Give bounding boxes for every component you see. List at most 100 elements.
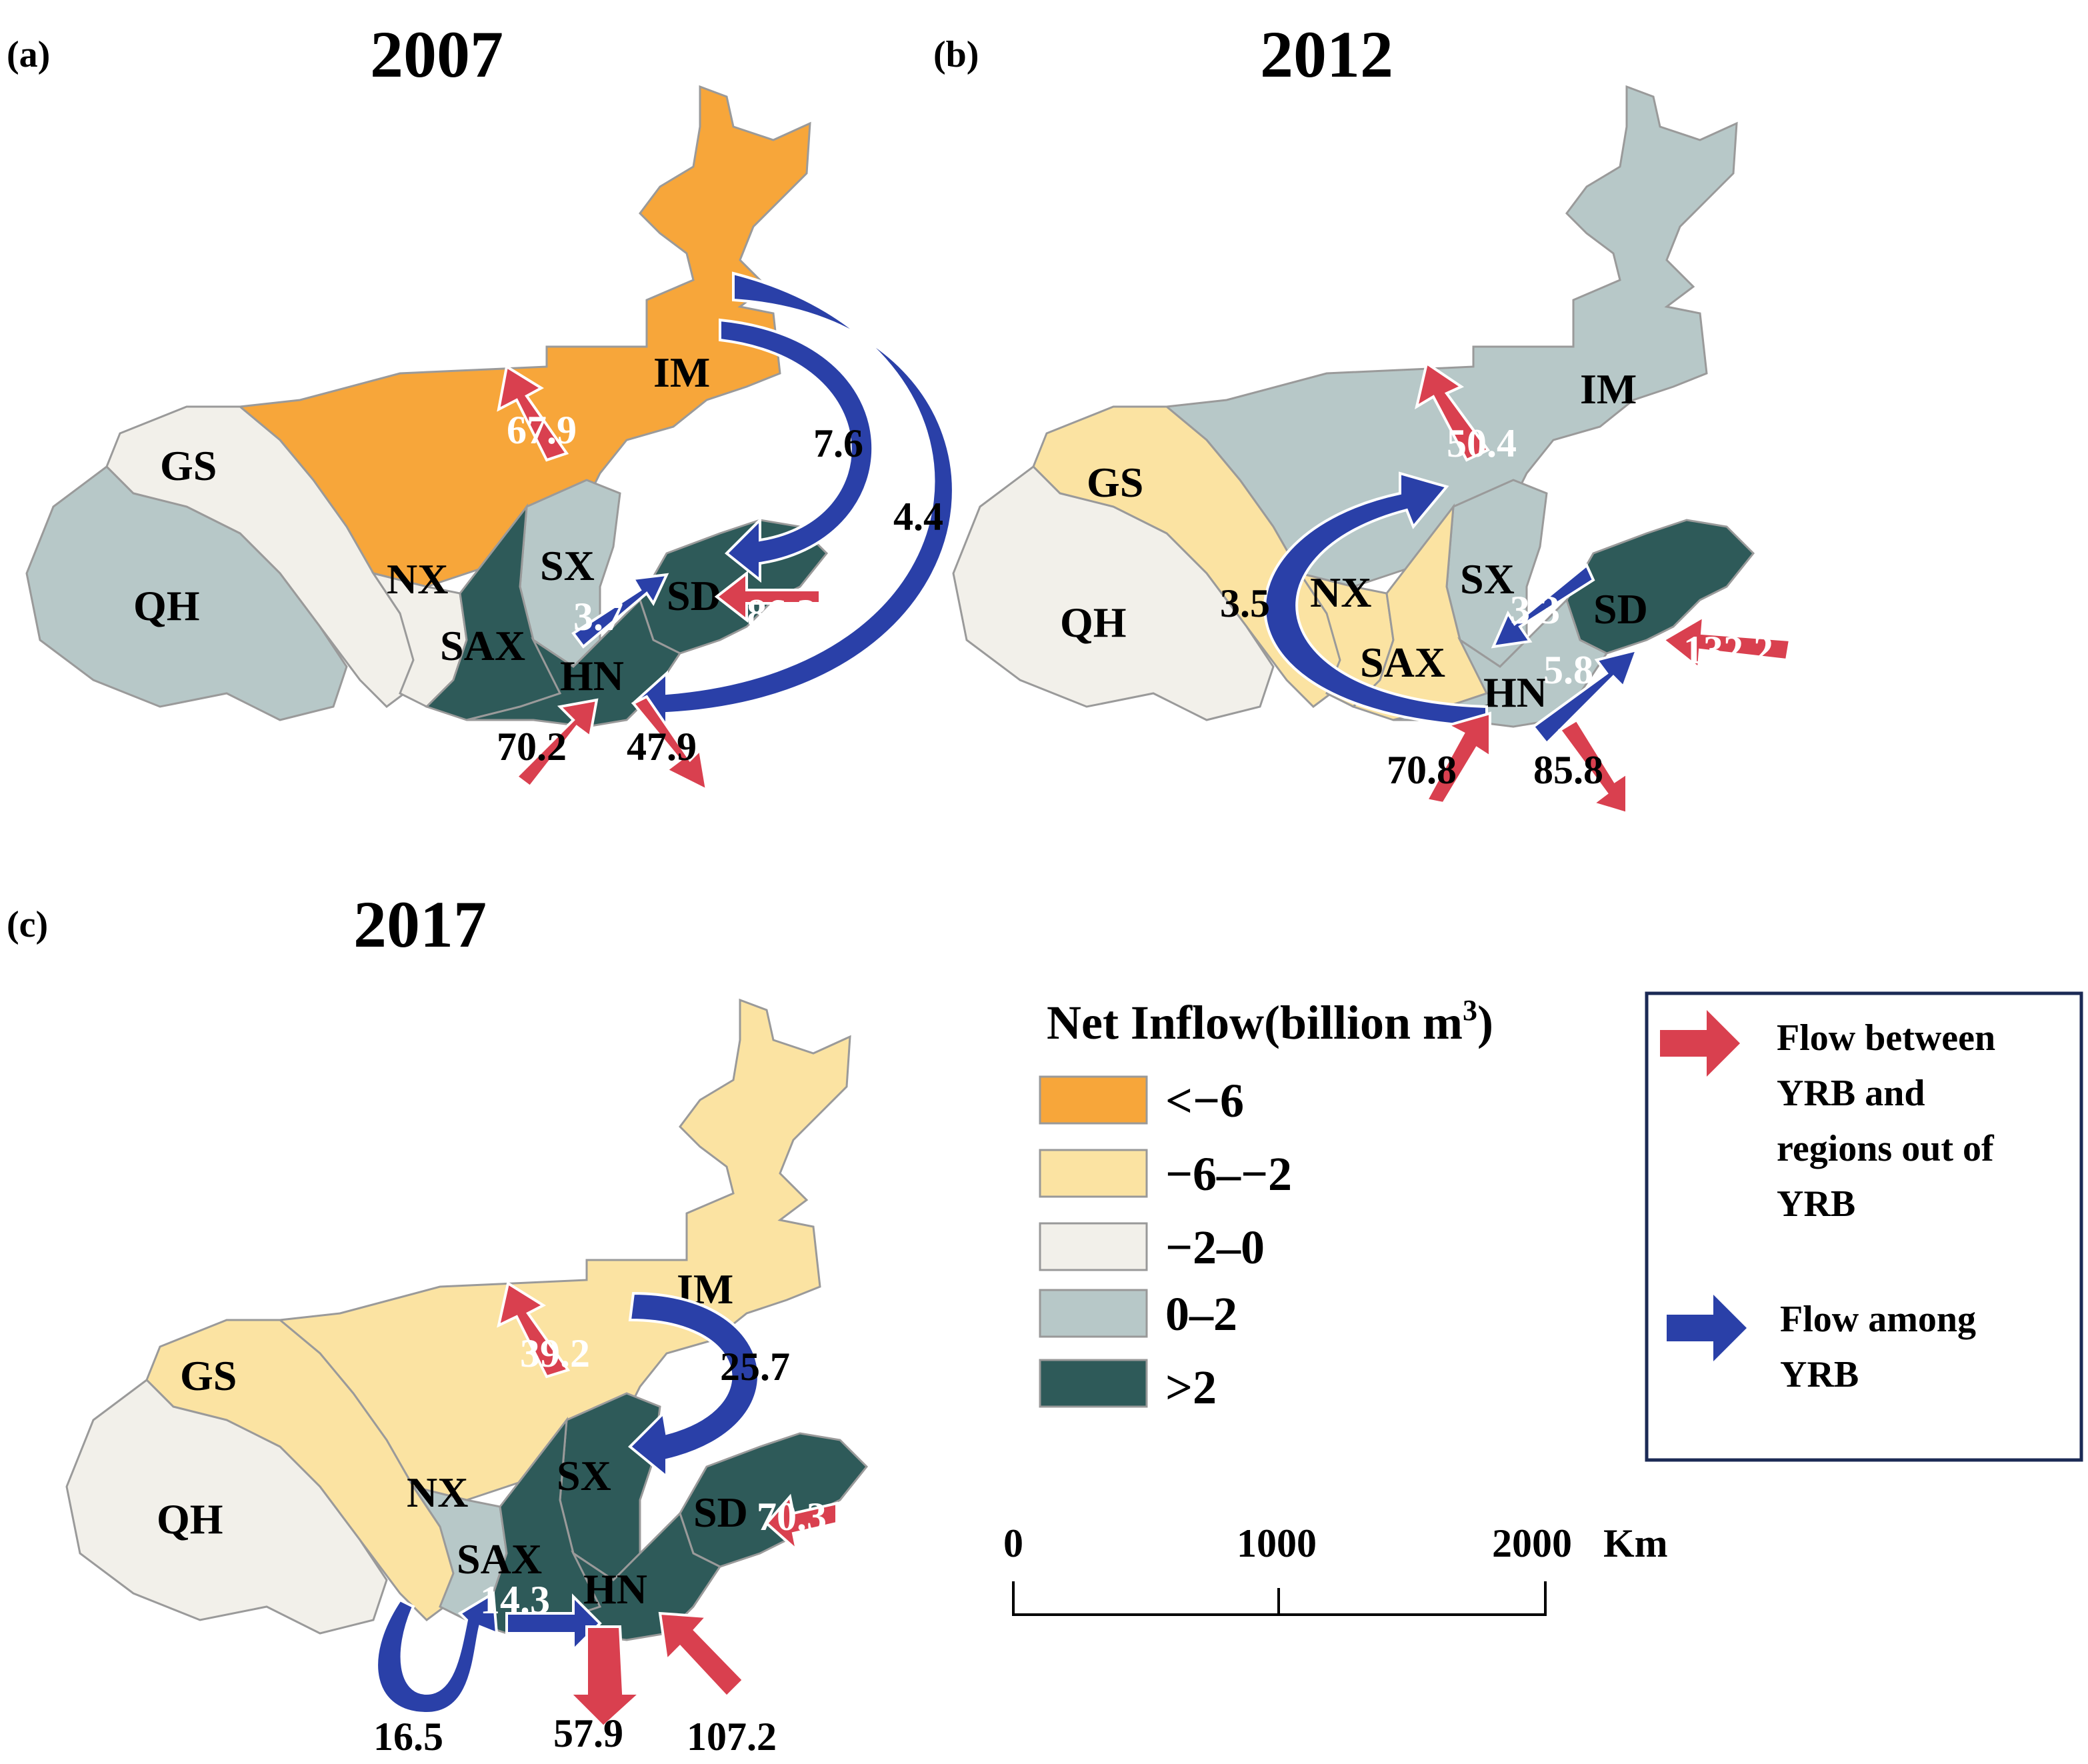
province-label-HN: HN	[560, 652, 624, 699]
flow-value: 132.2	[1683, 628, 1773, 672]
blue-arrow	[375, 1591, 499, 1715]
panel-label: (a)	[7, 34, 50, 75]
province-label-GS: GS	[160, 442, 217, 489]
flow-value: 4.4	[893, 495, 943, 539]
scale-tick: 2000	[1492, 1521, 1572, 1565]
province-label-IM: IM	[1580, 365, 1637, 413]
legend-title: Net Inflow(billion m3)	[1047, 994, 1493, 1049]
red-arrow	[1661, 614, 1792, 671]
red-arrow	[567, 1625, 644, 1729]
province-label-NX: NX	[387, 555, 448, 603]
region-QH	[65, 1379, 388, 1635]
province-label-SAX: SAX	[440, 622, 525, 669]
flow-value: 3.5	[1220, 581, 1270, 625]
province-label-HN: HN	[1483, 669, 1547, 716]
arrow-legend-frame	[1645, 991, 2083, 1462]
flow-value: 107.2	[687, 1715, 777, 1759]
blue-arrow	[1263, 471, 1488, 729]
region-QH	[952, 465, 1275, 721]
legend-swatch	[1039, 1289, 1148, 1338]
region-fills	[25, 85, 829, 728]
panel-label: (b)	[933, 34, 979, 75]
flow-value: 70.2	[497, 725, 567, 769]
blue-arrow-label: Flow among YRB	[1780, 1299, 1985, 1395]
region-QH	[25, 465, 348, 721]
red-arrow	[497, 364, 569, 462]
panel-label: (c)	[7, 904, 48, 945]
flow-value: 85.8	[1533, 748, 1603, 792]
province-label-SD: SD	[1593, 585, 1648, 633]
panel-year: 2007	[370, 17, 503, 91]
panel-a: (a) 2007 IM GS QH NX SX SD SAX HN 67.9 7…	[7, 17, 955, 793]
red-arrow	[497, 1281, 571, 1379]
flow-value: 3.3	[1510, 588, 1560, 632]
flow-value: 16.5	[373, 1715, 443, 1759]
panel-year: 2012	[1260, 17, 1393, 91]
province-label-QH: QH	[133, 582, 200, 629]
red-arrow	[1558, 718, 1628, 815]
scale-unit: Km	[1603, 1521, 1668, 1565]
panel-c: (c) 2017 IM GS QH NX SX SD SAX HN 39.2 2…	[7, 887, 869, 1759]
blue-arrow	[628, 1291, 760, 1480]
red-arrow	[658, 1611, 745, 1699]
flow-value: 39.2	[520, 1331, 590, 1375]
province-label-SD: SD	[693, 1489, 748, 1536]
flow-value: 7.6	[813, 421, 863, 465]
panel-year: 2017	[353, 887, 487, 961]
flow-value: 86.2	[747, 591, 817, 635]
blue-arrow	[1491, 563, 1595, 649]
panel-b: (b) 2012 IM GS QH NX SX SD SAX HN 50.4 3…	[933, 17, 1792, 815]
province-label-SAX: SAX	[457, 1535, 542, 1583]
blue-arrow	[571, 573, 669, 649]
province-label-HN: HN	[583, 1565, 647, 1613]
flow-value: 70.8	[1387, 748, 1457, 792]
blue-arrow	[1531, 648, 1639, 745]
legend-swatch	[1039, 1075, 1148, 1125]
legend-label: 0–2	[1165, 1287, 1237, 1341]
arrow-legend: Flow between YRB and regions out of YRB …	[1645, 991, 2083, 1462]
scale-bar: 0 1000 2000 Km	[1003, 1521, 1668, 1616]
province-label-SAX: SAX	[1360, 639, 1445, 686]
province-label-QH: QH	[1060, 599, 1127, 646]
blue-arrow-icon	[1667, 1295, 1747, 1361]
color-legend: Net Inflow(billion m3) <−6 −6–−2 −2–0 0–…	[1039, 994, 1493, 1414]
flow-value: 3.7	[573, 595, 623, 639]
red-arrow-icon	[1660, 1010, 1740, 1077]
legend-swatch	[1039, 1222, 1148, 1271]
red-arrow	[1424, 711, 1491, 805]
province-label-SX: SX	[540, 542, 595, 589]
flow-value: 25.7	[720, 1345, 790, 1389]
red-arrow-label: Flow between YRB and regions out of YRB	[1777, 1017, 2005, 1225]
province-label-NX: NX	[1310, 569, 1371, 616]
province-label-GS: GS	[1087, 459, 1143, 506]
red-arrow	[631, 695, 709, 793]
legend-label: <−6	[1165, 1074, 1244, 1127]
province-label-SD: SD	[667, 572, 721, 619]
red-arrow	[1414, 361, 1491, 462]
flow-value: 5.8	[1543, 648, 1593, 692]
province-label-SX: SX	[557, 1452, 611, 1499]
province-label-SX: SX	[1460, 555, 1515, 603]
scale-tick: 0	[1003, 1521, 1023, 1565]
province-label-NX: NX	[407, 1469, 468, 1516]
legend-swatch	[1039, 1359, 1148, 1408]
red-arrow	[714, 570, 821, 623]
province-label-QH: QH	[157, 1495, 223, 1543]
flow-value: 70.3	[757, 1495, 827, 1539]
flow-value: 67.9	[507, 408, 577, 452]
flow-value: 47.9	[627, 725, 697, 769]
legend-label: >2	[1165, 1361, 1217, 1414]
province-label-GS: GS	[180, 1352, 237, 1399]
province-label-IM: IM	[653, 349, 710, 396]
flow-value: 57.9	[553, 1711, 623, 1755]
flow-value: 50.4	[1447, 421, 1517, 465]
legend-label: −2–0	[1165, 1221, 1265, 1274]
scale-tick: 1000	[1237, 1521, 1317, 1565]
legend-swatch	[1039, 1149, 1148, 1198]
blue-arrow	[631, 271, 955, 737]
blue-arrow	[719, 318, 875, 583]
red-arrow	[765, 1493, 838, 1554]
scale-line	[1012, 1581, 1547, 1616]
legend-label: −6–−2	[1165, 1147, 1292, 1201]
